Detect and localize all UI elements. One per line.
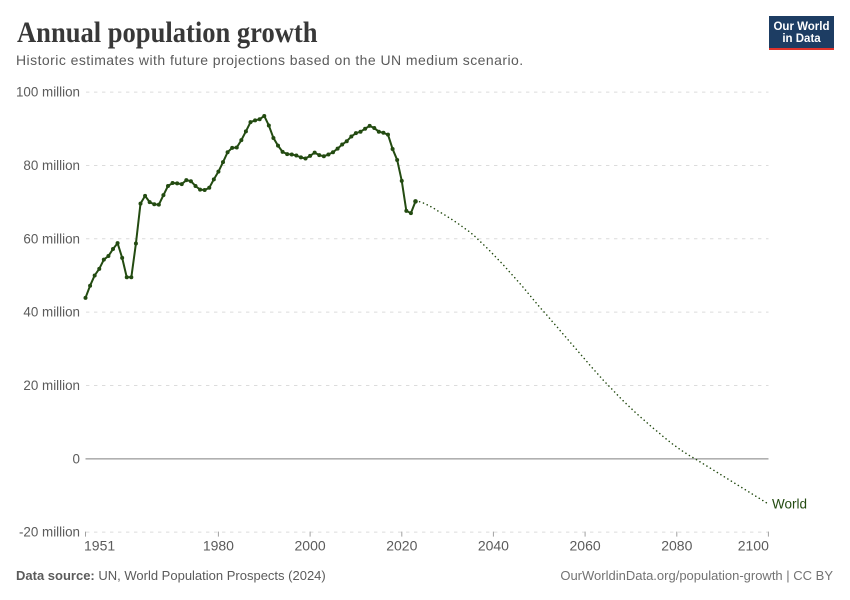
svg-text:0: 0 bbox=[73, 451, 80, 466]
svg-text:20 million: 20 million bbox=[23, 378, 80, 393]
svg-text:2080: 2080 bbox=[661, 538, 692, 554]
svg-text:2000: 2000 bbox=[295, 538, 326, 554]
svg-text:1951: 1951 bbox=[84, 538, 115, 554]
svg-text:1980: 1980 bbox=[203, 538, 234, 554]
svg-text:2020: 2020 bbox=[386, 538, 417, 554]
svg-text:World: World bbox=[772, 497, 807, 512]
svg-text:60 million: 60 million bbox=[23, 231, 80, 246]
svg-text:-20 million: -20 million bbox=[19, 525, 80, 540]
svg-text:2100: 2100 bbox=[738, 538, 769, 554]
svg-text:2040: 2040 bbox=[478, 538, 509, 554]
svg-text:2060: 2060 bbox=[570, 538, 601, 554]
svg-text:80 million: 80 million bbox=[23, 158, 80, 173]
svg-text:40 million: 40 million bbox=[23, 305, 80, 320]
svg-text:100 million: 100 million bbox=[16, 85, 80, 100]
